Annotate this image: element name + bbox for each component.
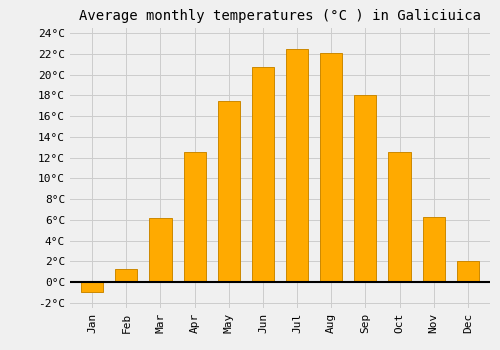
Bar — [286, 49, 308, 282]
Bar — [388, 153, 410, 282]
Bar — [456, 261, 479, 282]
Bar — [320, 53, 342, 282]
Bar — [150, 218, 172, 282]
Bar — [354, 96, 376, 282]
Title: Average monthly temperatures (°C ) in Galiciuica: Average monthly temperatures (°C ) in Ga… — [79, 9, 481, 23]
Bar — [115, 268, 138, 282]
Bar — [184, 153, 206, 282]
Bar — [218, 100, 240, 282]
Bar — [81, 282, 104, 293]
Bar — [252, 68, 274, 282]
Bar — [422, 217, 445, 282]
